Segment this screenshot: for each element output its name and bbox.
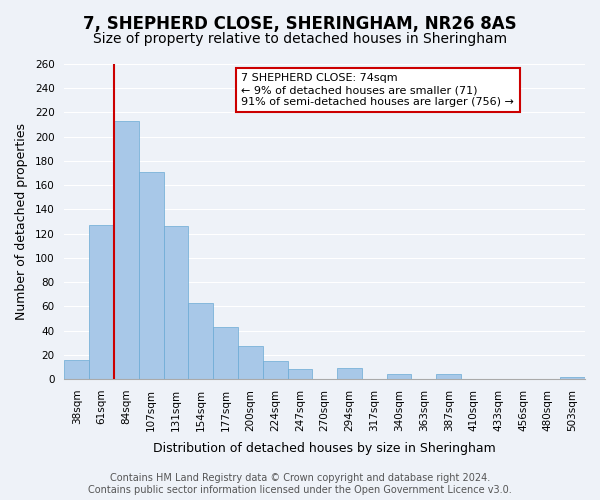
Bar: [139, 172, 164, 379]
Text: 7, SHEPHERD CLOSE, SHERINGHAM, NR26 8AS: 7, SHEPHERD CLOSE, SHERINGHAM, NR26 8AS: [83, 15, 517, 33]
Bar: [436, 374, 461, 379]
Bar: [560, 376, 585, 379]
Bar: [114, 121, 139, 379]
Bar: [188, 302, 213, 379]
Text: 7 SHEPHERD CLOSE: 74sqm
← 9% of detached houses are smaller (71)
91% of semi-det: 7 SHEPHERD CLOSE: 74sqm ← 9% of detached…: [241, 74, 514, 106]
Text: Size of property relative to detached houses in Sheringham: Size of property relative to detached ho…: [93, 32, 507, 46]
Bar: [213, 327, 238, 379]
Bar: [64, 360, 89, 379]
Bar: [89, 225, 114, 379]
Bar: [263, 361, 287, 379]
Bar: [164, 226, 188, 379]
Bar: [386, 374, 412, 379]
Bar: [337, 368, 362, 379]
Bar: [238, 346, 263, 379]
Bar: [287, 370, 313, 379]
Y-axis label: Number of detached properties: Number of detached properties: [15, 123, 28, 320]
X-axis label: Distribution of detached houses by size in Sheringham: Distribution of detached houses by size …: [154, 442, 496, 455]
Text: Contains HM Land Registry data © Crown copyright and database right 2024.
Contai: Contains HM Land Registry data © Crown c…: [88, 474, 512, 495]
